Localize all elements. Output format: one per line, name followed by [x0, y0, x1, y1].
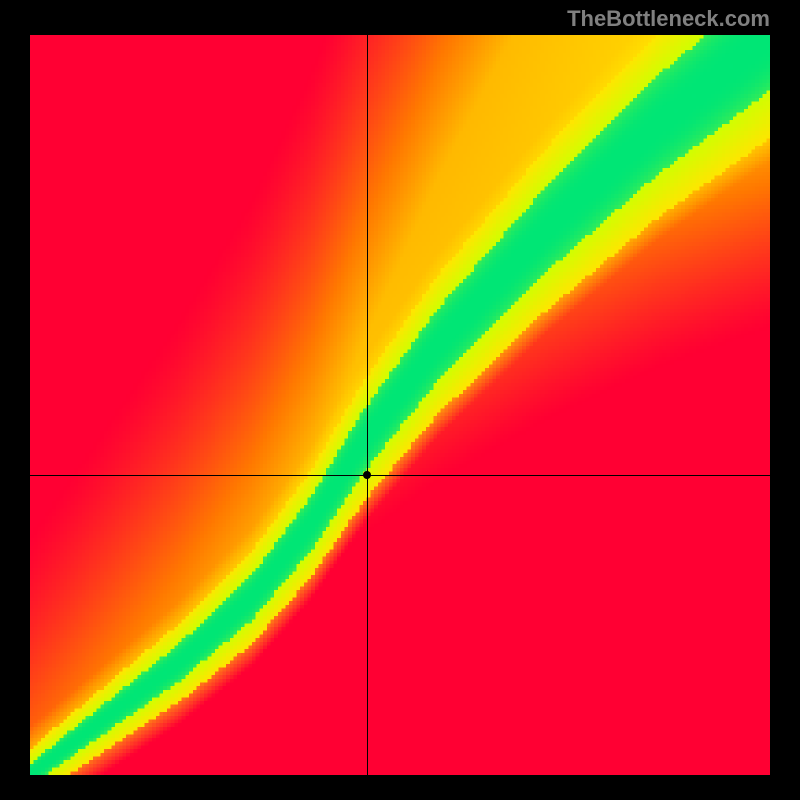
heatmap-canvas [30, 35, 770, 775]
chart-frame: TheBottleneck.com [0, 0, 800, 800]
crosshair-horizontal [30, 475, 770, 476]
watermark-text: TheBottleneck.com [567, 6, 770, 32]
data-point-marker [363, 471, 371, 479]
crosshair-vertical [367, 35, 368, 775]
plot-area [30, 35, 770, 775]
